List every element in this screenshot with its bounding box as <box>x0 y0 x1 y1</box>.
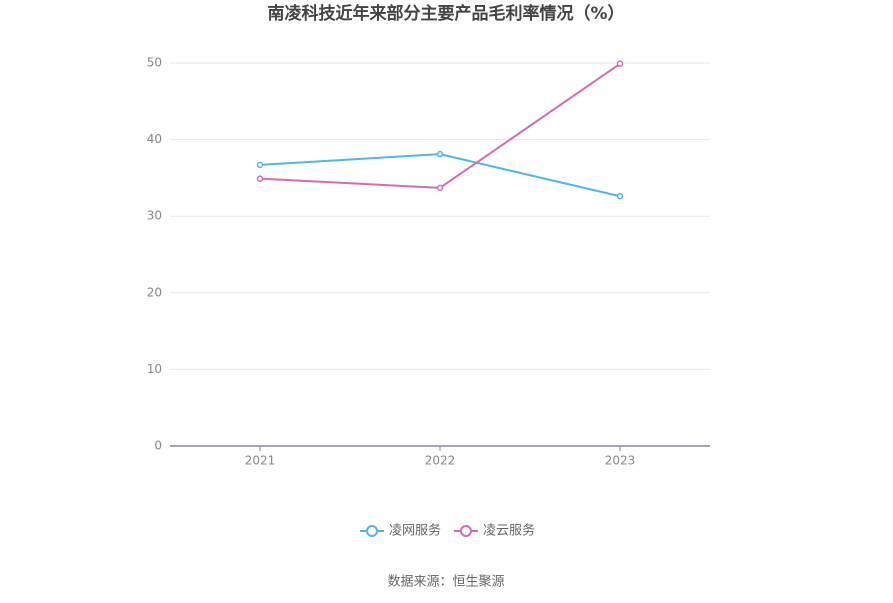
legend-marker <box>366 525 378 537</box>
legend-label[interactable]: 凌云服务 <box>483 523 535 539</box>
y-tick-label: 40 <box>147 132 162 146</box>
series-line <box>259 62 621 189</box>
x-tick-label: 2022 <box>425 454 456 468</box>
y-tick-label: 30 <box>147 209 162 223</box>
y-tick-label: 50 <box>147 56 162 70</box>
data-point <box>616 60 624 68</box>
legend-label[interactable]: 凌网服务 <box>389 523 441 539</box>
data-point <box>436 150 444 158</box>
data-point <box>256 175 264 182</box>
x-tick-label: 2021 <box>245 454 276 468</box>
chart-title: 南凌科技近年来部分主要产品毛利率情况（%） <box>267 3 624 24</box>
x-tick-label: 2023 <box>605 454 636 468</box>
data-point <box>616 193 624 200</box>
data-point <box>436 184 444 192</box>
legend-marker <box>460 525 472 537</box>
data-point <box>256 161 264 169</box>
source: 数据来源：恒生聚源 <box>387 575 504 590</box>
y-tick-label: 10 <box>147 362 162 376</box>
y-tick-label: 20 <box>147 285 162 299</box>
y-tick-label: 0 <box>154 439 162 453</box>
